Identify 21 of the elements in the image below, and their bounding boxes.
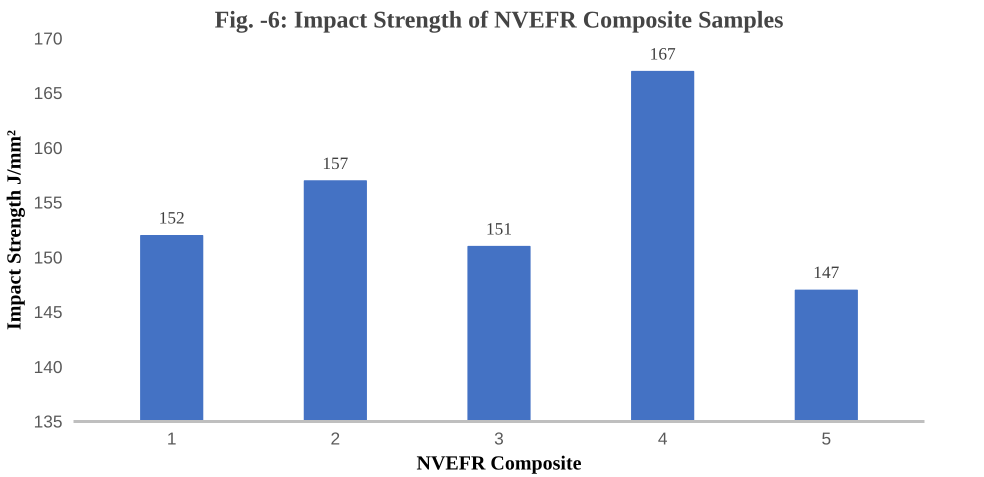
x-tick-label: 5 — [821, 428, 832, 448]
data-label: 147 — [813, 263, 840, 282]
data-label: 152 — [158, 208, 185, 228]
y-tick-label: 140 — [34, 356, 63, 377]
x-tick-label: 2 — [330, 428, 340, 448]
y-axis-title: Impact Strength J/mm² — [4, 130, 26, 330]
y-tick-label: 155 — [34, 192, 63, 213]
y-tick-label: 145 — [34, 302, 63, 322]
chart-title: Fig. -6: Impact Strength of NVEFR Composite Samples — [214, 8, 784, 34]
x-tick-label: 3 — [494, 428, 504, 448]
y-tick-label: 165 — [34, 83, 63, 104]
data-label: 157 — [322, 154, 349, 173]
x-tick-label: 4 — [658, 428, 668, 448]
x-axis-title: NVEFR Composite — [416, 452, 582, 474]
y-tick-label: 135 — [34, 412, 63, 432]
y-tick-label: 150 — [34, 247, 63, 268]
y-tick-label: 170 — [34, 28, 63, 48]
data-label: 151 — [486, 219, 512, 238]
x-tick-label: 1 — [166, 428, 177, 448]
data-label: 167 — [650, 44, 676, 64]
y-tick-label: 160 — [34, 138, 63, 158]
